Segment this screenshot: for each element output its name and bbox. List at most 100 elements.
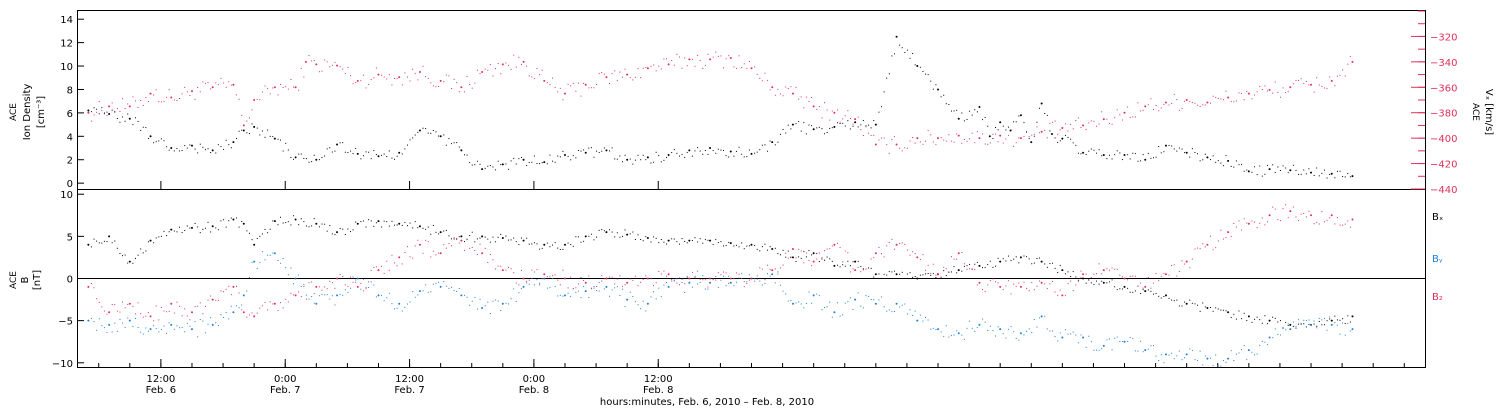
ion-density-sample xyxy=(653,161,655,163)
vx-sample xyxy=(1215,96,1217,98)
bz-sample xyxy=(1033,289,1035,291)
vx-sample xyxy=(1064,123,1066,125)
ion-density-sample xyxy=(673,149,675,151)
ion-density-sample xyxy=(401,153,403,155)
by-point xyxy=(812,294,815,297)
bz-sample xyxy=(1277,219,1279,221)
bx-point xyxy=(242,222,245,225)
by-sample xyxy=(650,296,652,298)
vx-sample xyxy=(790,86,792,88)
ion-density-sample xyxy=(616,158,618,160)
bx-point xyxy=(646,237,649,240)
bz-sample xyxy=(344,284,346,286)
by-sample xyxy=(816,293,818,295)
bz-sample xyxy=(717,272,719,274)
bx-sample xyxy=(181,232,183,234)
bx-sample xyxy=(748,245,750,247)
vx-sample xyxy=(886,144,888,146)
by-sample xyxy=(412,291,414,293)
bx-sample xyxy=(261,233,263,235)
ion-density-sample xyxy=(1140,160,1142,162)
by-sample xyxy=(458,287,460,289)
bz-sample xyxy=(375,266,377,268)
ion-density-sample xyxy=(987,125,989,127)
bx-sample xyxy=(1155,293,1157,295)
by-sample xyxy=(381,295,383,297)
by-point xyxy=(833,311,836,314)
bx-sample xyxy=(634,238,636,240)
by-sample xyxy=(1098,349,1100,351)
by-sample xyxy=(901,304,903,306)
by-sample xyxy=(681,281,683,283)
ion-density-sample xyxy=(1246,169,1248,171)
bz-sample xyxy=(476,253,478,255)
vx-sample xyxy=(531,76,533,78)
ion-density-sample xyxy=(241,129,243,131)
bx-sample xyxy=(1209,307,1211,309)
vx-sample xyxy=(217,84,219,86)
by-sample xyxy=(285,267,287,269)
ion-density-sample xyxy=(404,148,406,150)
ion-density-sample xyxy=(694,150,696,152)
ion-density-sample xyxy=(515,163,517,165)
ion-density-sample xyxy=(438,135,440,137)
ion-density-point xyxy=(253,125,256,128)
ion-density-sample xyxy=(267,129,269,131)
by-point xyxy=(1247,349,1250,352)
bx-point xyxy=(916,277,919,280)
bz-sample xyxy=(974,269,976,271)
vx-point xyxy=(273,86,276,89)
bz-sample xyxy=(518,284,520,286)
by-sample xyxy=(1334,321,1336,323)
by-sample xyxy=(463,294,465,296)
bz-sample xyxy=(1026,287,1028,289)
vx-sample xyxy=(383,76,385,78)
ion-density-sample xyxy=(347,151,349,153)
bx-sample xyxy=(1323,324,1325,326)
ion-density-sample xyxy=(738,146,740,148)
by-sample xyxy=(1204,355,1206,357)
by-sample xyxy=(370,281,372,283)
vx-sample xyxy=(404,72,406,74)
bz-point xyxy=(605,277,608,280)
by-sample xyxy=(466,296,468,298)
by-sample xyxy=(754,278,756,280)
bx-sample xyxy=(684,240,686,242)
by-sample xyxy=(186,323,188,325)
vx-point xyxy=(439,79,442,82)
vx-sample xyxy=(1093,120,1095,122)
bz-point xyxy=(874,252,877,255)
by-sample xyxy=(1220,365,1222,367)
ion-density-sample xyxy=(712,150,714,152)
bx-sample xyxy=(842,264,844,266)
by-sample xyxy=(935,329,937,331)
ion-density-tick-label: 12 xyxy=(60,39,73,50)
bz-point xyxy=(501,269,504,272)
bx-sample xyxy=(1222,309,1224,311)
bx-point xyxy=(812,252,815,255)
ion-density-sample xyxy=(331,151,333,153)
bx-point xyxy=(87,243,90,246)
vx-sample xyxy=(1007,134,1009,136)
vx-sample xyxy=(344,72,346,74)
vx-sample xyxy=(280,83,282,85)
bz-sample xyxy=(715,279,717,281)
ion-density-sample xyxy=(264,136,266,138)
ion-density-sample xyxy=(769,140,771,142)
bz-sample xyxy=(743,286,745,288)
by-point xyxy=(273,252,276,255)
vx-sample xyxy=(427,77,429,79)
ion-density-sample xyxy=(715,152,717,154)
bz-sample xyxy=(533,271,535,273)
bz-sample xyxy=(1197,247,1199,249)
ion-density-sample xyxy=(166,146,168,148)
bx-point xyxy=(1123,285,1126,288)
ion-density-point xyxy=(1206,156,1209,159)
vx-sample xyxy=(575,90,577,92)
bz-sample xyxy=(1158,280,1160,282)
by-sample xyxy=(300,286,302,288)
bz-sample xyxy=(865,268,867,270)
ion-density-sample xyxy=(621,161,623,163)
ion-density-sample xyxy=(663,159,665,161)
bx-sample xyxy=(505,235,507,237)
